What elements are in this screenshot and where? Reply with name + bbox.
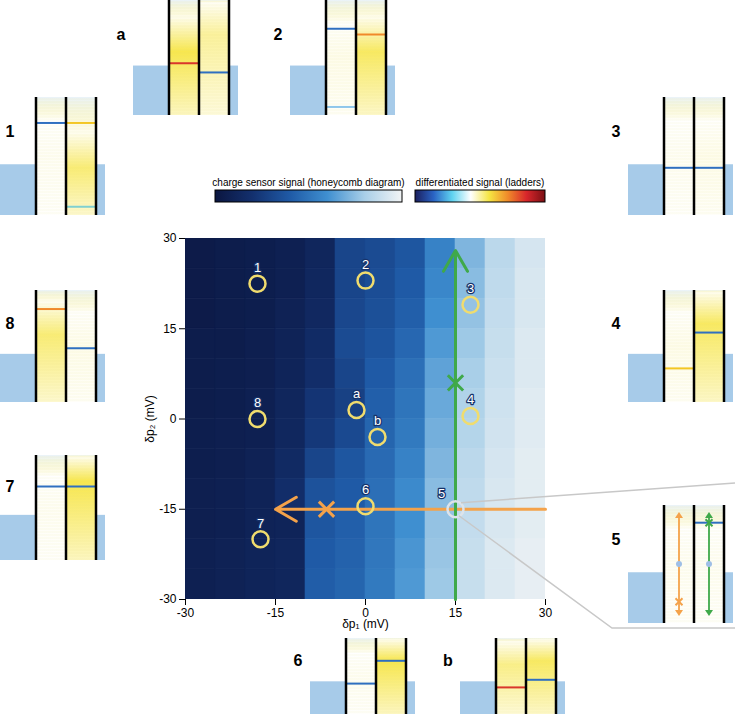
svg-text:30: 30: [539, 606, 553, 620]
svg-text:8: 8: [6, 315, 15, 332]
svg-text:2: 2: [274, 26, 283, 43]
svg-text:1: 1: [6, 123, 15, 140]
svg-text:7: 7: [257, 515, 264, 530]
svg-text:15: 15: [449, 606, 463, 620]
svg-text:a: a: [353, 386, 361, 401]
svg-text:1: 1: [254, 260, 261, 275]
svg-text:0: 0: [362, 606, 369, 620]
svg-text:15: 15: [163, 322, 177, 336]
svg-text:differentiated signal (ladders: differentiated signal (ladders): [416, 177, 545, 188]
svg-text:-15: -15: [159, 502, 177, 516]
svg-text:-30: -30: [159, 592, 177, 606]
svg-text:6: 6: [362, 482, 369, 497]
svg-text:a: a: [117, 26, 126, 43]
svg-text:δp₁ (mV): δp₁ (mV): [342, 617, 389, 631]
svg-text:4: 4: [467, 392, 474, 407]
svg-text:-30: -30: [177, 606, 195, 620]
svg-text:0: 0: [170, 412, 177, 426]
svg-text:charge sensor signal (honeycom: charge sensor signal (honeycomb diagram): [212, 177, 404, 188]
svg-text:7: 7: [6, 478, 15, 495]
svg-text:b: b: [443, 652, 453, 669]
svg-text:8: 8: [254, 395, 261, 410]
svg-text:3: 3: [467, 281, 474, 296]
svg-text:5: 5: [438, 486, 445, 501]
svg-text:b: b: [374, 413, 381, 428]
svg-text:-15: -15: [267, 606, 285, 620]
svg-text:2: 2: [362, 257, 369, 272]
svg-text:5: 5: [612, 531, 621, 548]
svg-text:4: 4: [612, 315, 621, 332]
svg-text:6: 6: [294, 652, 303, 669]
svg-text:3: 3: [612, 123, 621, 140]
svg-text:δp₂ (mV): δp₂ (mV): [143, 395, 157, 442]
svg-text:30: 30: [163, 231, 177, 245]
